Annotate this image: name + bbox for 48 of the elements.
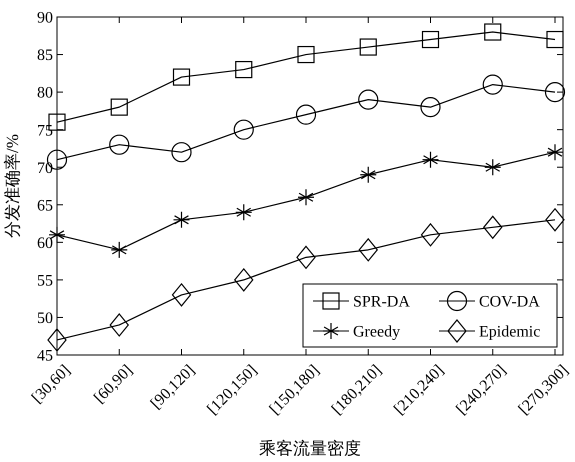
point (483, 216, 502, 239)
point (235, 60, 252, 78)
legend-label: COV-DA (479, 294, 540, 311)
point (172, 68, 190, 86)
point (296, 104, 316, 125)
point (297, 188, 315, 206)
point (234, 120, 254, 140)
y-tick-label: 55 (37, 272, 53, 290)
point (110, 313, 129, 337)
x-axis-title: 乘客流量密度 (259, 439, 361, 458)
point (296, 246, 316, 269)
y-tick-label: 60 (37, 234, 53, 252)
point (482, 74, 503, 95)
point (110, 98, 128, 116)
point (297, 46, 315, 64)
y-tick-label: 45 (37, 348, 53, 365)
point (172, 211, 190, 228)
point (47, 328, 67, 352)
point (360, 38, 377, 56)
y-tick-label: 85 (37, 47, 53, 64)
point (234, 268, 254, 292)
point (545, 208, 565, 232)
y-tick-label: 65 (37, 197, 53, 214)
y-tick-label: 70 (37, 160, 53, 177)
point (420, 97, 441, 118)
point (172, 283, 192, 307)
point (484, 158, 502, 176)
y-tick-label: 90 (37, 10, 53, 27)
point (110, 241, 128, 258)
point (171, 142, 192, 162)
point (360, 166, 377, 184)
point (358, 238, 378, 262)
point (422, 30, 440, 48)
point (546, 144, 564, 161)
point (546, 30, 564, 48)
y-tick-label: 50 (37, 310, 53, 328)
point (420, 223, 440, 246)
point (544, 82, 566, 102)
legend-label: Epidemic (479, 324, 540, 341)
y-tick-label: 80 (37, 84, 53, 102)
point (484, 23, 502, 41)
point (422, 151, 440, 168)
point (109, 134, 130, 155)
point (358, 90, 378, 110)
point (235, 204, 252, 221)
y-axis-title: 分发准确率/% (3, 134, 22, 238)
legend-label: Greedy (353, 324, 400, 341)
legend-label: SPR-DA (353, 294, 410, 311)
